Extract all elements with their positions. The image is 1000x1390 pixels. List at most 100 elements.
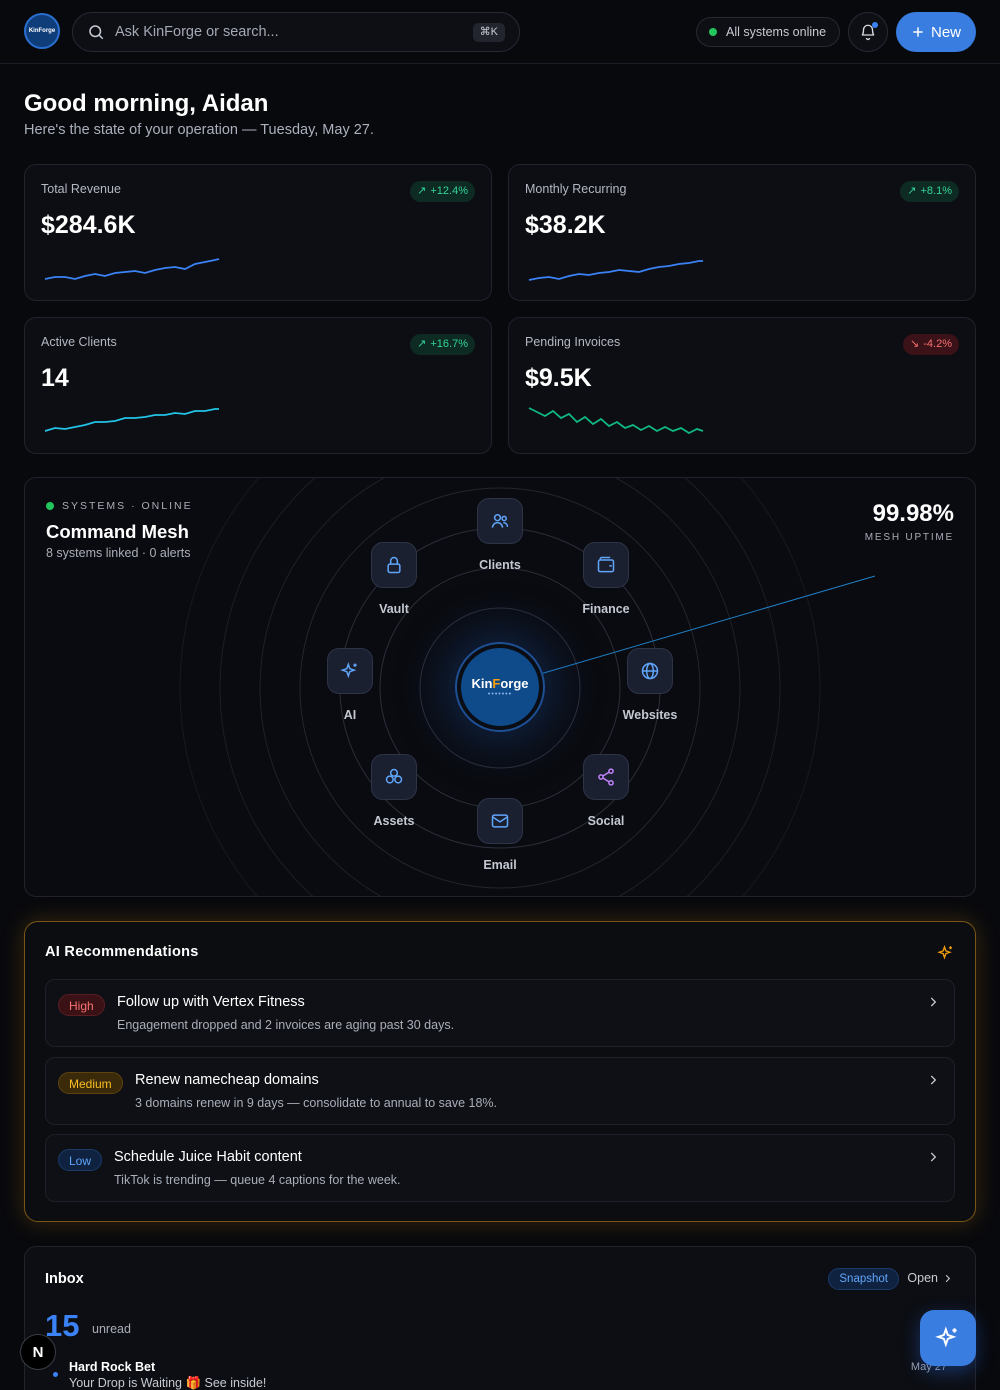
new-button[interactable]: New bbox=[896, 12, 976, 52]
stat-value: $38.2K bbox=[525, 211, 606, 239]
hub-name-c: orge bbox=[500, 675, 529, 691]
stat-value: 14 bbox=[41, 364, 69, 392]
stat-change: +8.1% bbox=[920, 185, 953, 197]
rec-title: Renew namecheap domains bbox=[135, 1072, 319, 1088]
mesh-uptime-value: 99.98% bbox=[872, 500, 954, 527]
mesh-hub-logo[interactable]: KinForge ••••••• bbox=[457, 644, 543, 730]
sparkline bbox=[528, 260, 703, 281]
greeting-subtitle: Here's the state of your operation — Tue… bbox=[24, 122, 374, 138]
stat-label: Total Revenue bbox=[41, 182, 121, 196]
sparkles-icon bbox=[935, 1326, 957, 1348]
chevron-right-icon bbox=[930, 1075, 937, 1085]
systems-status-text: SYSTEMS · ONLINE bbox=[62, 500, 193, 512]
app-logo[interactable]: KinForge bbox=[24, 13, 60, 49]
arrow-up-right-icon: ↗ bbox=[417, 185, 427, 197]
stat-change-badge: ↗ +16.7% bbox=[410, 334, 475, 355]
sparkline bbox=[528, 407, 704, 435]
stat-change-badge: ↗ +8.1% bbox=[900, 181, 959, 202]
hub-name: KinForge bbox=[471, 676, 528, 691]
stat-label: Monthly Recurring bbox=[525, 182, 627, 196]
arrow-up-right-icon: ↗ bbox=[907, 185, 917, 197]
system-status-pill[interactable]: All systems online bbox=[696, 17, 840, 47]
status-dot bbox=[709, 28, 717, 36]
recommendation-item[interactable]: Low Schedule Juice Habit content TikTok … bbox=[45, 1134, 955, 1202]
greeting-title: Good morning, Aidan bbox=[24, 90, 269, 117]
node-finance[interactable] bbox=[583, 542, 629, 588]
unread-count: 15 bbox=[45, 1308, 80, 1343]
sparkles-icon bbox=[937, 944, 952, 960]
rec-description: 3 domains renew in 9 days — consolidate … bbox=[135, 1096, 498, 1110]
rec-description: TikTok is trending — queue 4 captions fo… bbox=[114, 1173, 401, 1187]
ai-assistant-fab[interactable] bbox=[920, 1310, 976, 1366]
chevron-right-icon bbox=[945, 1274, 951, 1282]
open-inbox-link[interactable]: Open bbox=[907, 1271, 953, 1285]
recommendation-item[interactable]: High Follow up with Vertex Fitness Engag… bbox=[45, 979, 955, 1047]
lock-icon bbox=[387, 556, 401, 574]
inbox-panel: Inbox Snapshot Open 15 unread Hard Rock … bbox=[24, 1246, 976, 1390]
node-label-assets: Assets bbox=[373, 814, 415, 828]
rec-description: Engagement dropped and 2 invoices are ag… bbox=[117, 1018, 455, 1032]
arrow-up-right-icon: ↗ bbox=[417, 338, 427, 350]
priority-badge: Medium bbox=[58, 1072, 123, 1094]
node-label-finance: Finance bbox=[582, 602, 630, 616]
users-icon bbox=[491, 514, 509, 528]
mail-icon bbox=[491, 814, 509, 828]
node-clients[interactable] bbox=[477, 498, 523, 544]
stat-card-total-revenue[interactable]: Total Revenue ↗ +12.4% $284.6K bbox=[24, 164, 492, 301]
node-label-clients: Clients bbox=[479, 558, 521, 572]
node-websites[interactable] bbox=[627, 648, 673, 694]
node-email[interactable] bbox=[477, 798, 523, 844]
recommendation-item[interactable]: Medium Renew namecheap domains 3 domains… bbox=[45, 1057, 955, 1125]
hub-name-b: F bbox=[492, 675, 501, 691]
chevron-right-icon bbox=[930, 1152, 937, 1162]
unread-dot bbox=[53, 1372, 58, 1377]
node-label-websites: Websites bbox=[622, 708, 678, 722]
rec-title: Schedule Juice Habit content bbox=[114, 1149, 302, 1165]
stat-card-monthly-recurring[interactable]: Monthly Recurring ↗ +8.1% $38.2K bbox=[508, 164, 976, 301]
mail-sender[interactable]: Hard Rock Bet bbox=[69, 1360, 156, 1374]
notifications-button[interactable] bbox=[848, 12, 888, 52]
mesh-rings bbox=[179, 478, 876, 896]
plus-icon bbox=[913, 27, 923, 37]
node-assets[interactable] bbox=[371, 754, 417, 800]
priority-badge: High bbox=[58, 994, 105, 1016]
node-social[interactable] bbox=[583, 754, 629, 800]
bell-icon bbox=[861, 24, 875, 41]
stat-change-badge: ↗ +12.4% bbox=[410, 181, 475, 202]
stat-label: Pending Invoices bbox=[525, 335, 621, 349]
snapshot-badge: Snapshot bbox=[828, 1268, 899, 1290]
sparkles-icon bbox=[340, 662, 357, 679]
search-placeholder: Ask KinForge or search... bbox=[115, 24, 279, 40]
search-bar[interactable]: Ask KinForge or search... ⌘K bbox=[72, 12, 520, 52]
top-bar: KinForge Ask KinForge or search... ⌘K Al… bbox=[0, 0, 1000, 64]
stat-label: Active Clients bbox=[41, 335, 117, 349]
ai-recommendations-panel: AI Recommendations High Follow up with V… bbox=[24, 921, 976, 1222]
systems-status: SYSTEMS · ONLINE bbox=[46, 500, 193, 512]
node-label-social: Social bbox=[587, 814, 625, 828]
share-icon bbox=[598, 768, 614, 786]
stat-card-pending-invoices[interactable]: Pending Invoices ↘ -4.2% $9.5K bbox=[508, 317, 976, 454]
mesh-title: Command Mesh bbox=[46, 521, 189, 542]
mesh-subtitle: 8 systems linked · 0 alerts bbox=[46, 546, 191, 560]
stat-change: -4.2% bbox=[923, 338, 952, 350]
stat-value: $9.5K bbox=[525, 364, 592, 392]
n-badge-button[interactable]: N bbox=[20, 1334, 56, 1370]
hub-name-a: Kin bbox=[471, 675, 493, 691]
recs-title: AI Recommendations bbox=[45, 944, 199, 960]
stat-card-active-clients[interactable]: Active Clients ↗ +16.7% 14 bbox=[24, 317, 492, 454]
node-label-vault: Vault bbox=[379, 602, 409, 616]
node-label-ai: AI bbox=[343, 708, 357, 722]
node-label-email: Email bbox=[483, 858, 517, 872]
node-vault[interactable] bbox=[371, 542, 417, 588]
mesh-uptime-label: MESH UPTIME bbox=[864, 532, 954, 543]
logo-text: KinForge bbox=[28, 28, 56, 34]
status-dot bbox=[46, 502, 54, 510]
system-status-text: All systems online bbox=[726, 25, 827, 39]
inbox-title: Inbox bbox=[45, 1271, 84, 1287]
rec-title: Follow up with Vertex Fitness bbox=[117, 994, 305, 1010]
node-ai[interactable] bbox=[327, 648, 373, 694]
chevron-right-icon bbox=[930, 997, 937, 1007]
mail-subject[interactable]: Your Drop is Waiting 🎁 See inside! bbox=[69, 1376, 267, 1390]
boxes-icon bbox=[385, 768, 403, 784]
stat-value: $284.6K bbox=[41, 211, 136, 239]
